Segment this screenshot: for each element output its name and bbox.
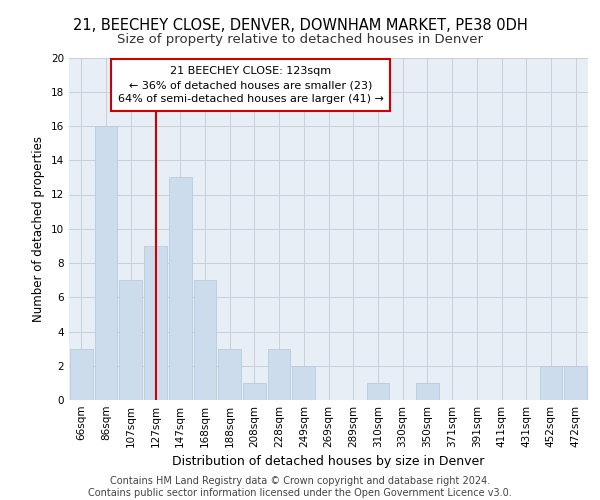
Bar [367,383,389,400]
Bar [119,280,142,400]
X-axis label: Distribution of detached houses by size in Denver: Distribution of detached houses by size … [172,456,485,468]
Bar [243,383,266,400]
Text: 21 BEECHEY CLOSE: 123sqm
← 36% of detached houses are smaller (23)
64% of semi-d: 21 BEECHEY CLOSE: 123sqm ← 36% of detach… [118,66,383,104]
Bar [169,178,191,400]
Bar [194,280,216,400]
Bar [95,126,118,400]
Y-axis label: Number of detached properties: Number of detached properties [32,136,46,322]
Bar [416,383,439,400]
Bar [70,348,93,400]
Text: Size of property relative to detached houses in Denver: Size of property relative to detached ho… [117,32,483,46]
Bar [144,246,167,400]
Text: Contains HM Land Registry data © Crown copyright and database right 2024.
Contai: Contains HM Land Registry data © Crown c… [88,476,512,498]
Bar [292,366,315,400]
Bar [539,366,562,400]
Bar [268,348,290,400]
Bar [218,348,241,400]
Bar [564,366,587,400]
Text: 21, BEECHEY CLOSE, DENVER, DOWNHAM MARKET, PE38 0DH: 21, BEECHEY CLOSE, DENVER, DOWNHAM MARKE… [73,18,527,32]
